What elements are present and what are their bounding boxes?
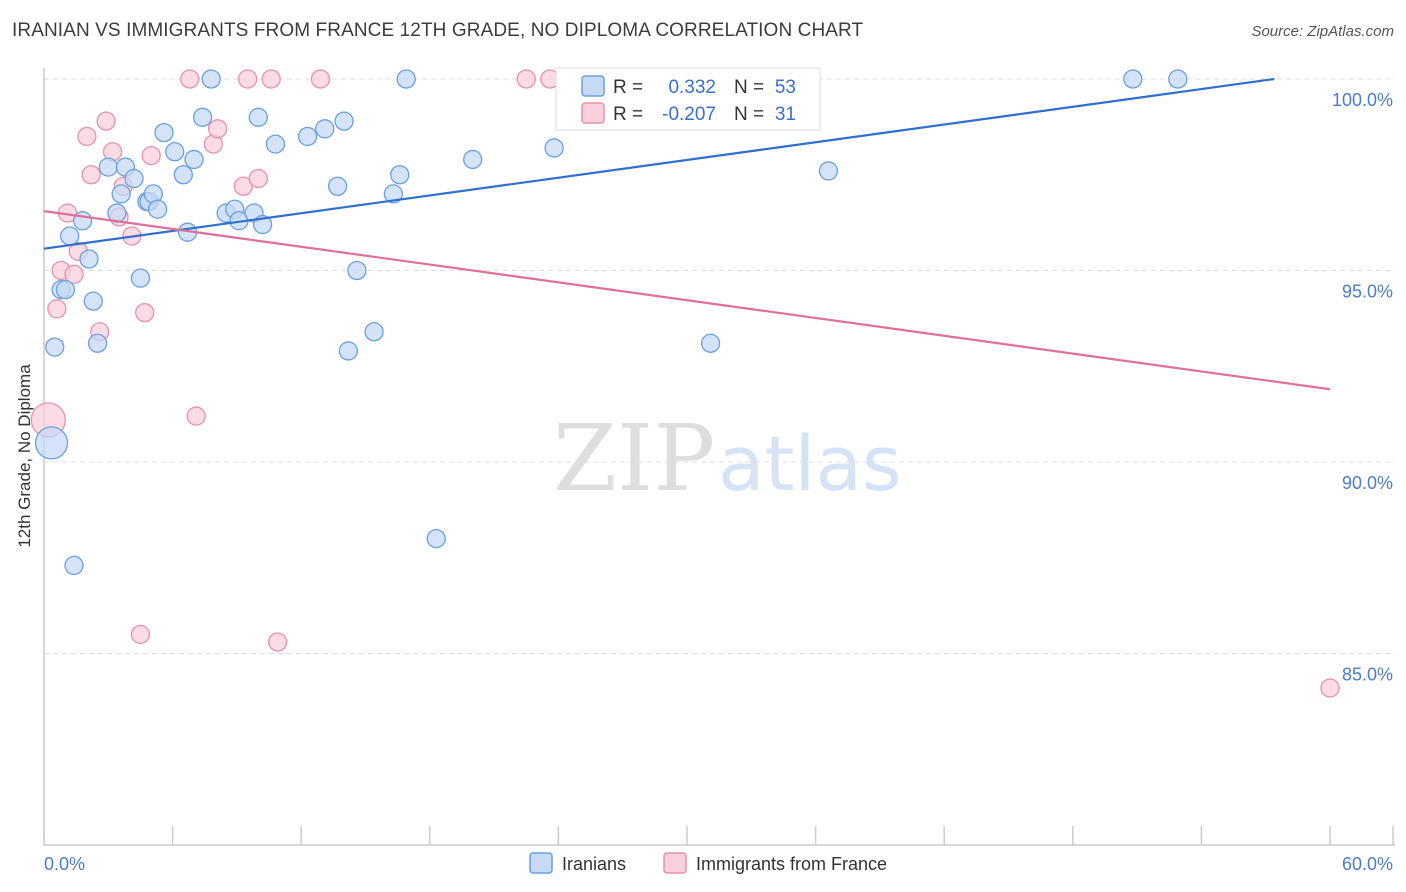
france-point-22 <box>237 69 258 89</box>
iranians-point-14 <box>124 168 144 189</box>
x-tick-label-min: 0.0% <box>44 854 85 874</box>
iranians-point-40 <box>364 322 384 342</box>
iranians-point-4 <box>60 226 80 246</box>
france-point-24 <box>261 69 281 89</box>
legend-swatch-blue <box>581 75 605 97</box>
bottom-legend-label-iranians: Iranians <box>562 854 626 874</box>
bottom-legend: Iranians Immigrants from France <box>529 852 887 874</box>
iranians-point-12 <box>111 184 131 204</box>
iranians-point-20 <box>154 122 174 143</box>
france-point-30 <box>1320 678 1340 698</box>
x-tick-labels: 0.0% 60.0% <box>44 854 1393 874</box>
iranians-point-15 <box>130 268 151 288</box>
france-point-1 <box>47 299 67 319</box>
iranians-point-42 <box>390 165 410 185</box>
iranians-point-6 <box>72 211 93 231</box>
france-point-23 <box>248 168 268 189</box>
iranians-trend-line <box>43 77 1275 250</box>
iranians-point-0 <box>34 426 69 460</box>
legend-r-value-1: 0.332 <box>668 77 716 98</box>
france-point-4 <box>64 264 84 284</box>
y-tick-label-2: 90.0% <box>1342 473 1393 493</box>
y-tick-label-0: 100.0% <box>1332 90 1393 110</box>
iranians-point-51 <box>1168 69 1188 89</box>
iranians-point-19 <box>147 199 168 219</box>
grid-layer <box>44 78 1395 654</box>
legend-n-label-1: N = <box>734 77 764 98</box>
iranians-point-34 <box>297 126 318 147</box>
france-point-14 <box>130 624 151 644</box>
legend-swatch-pink <box>581 102 605 124</box>
france-point-25 <box>267 632 288 652</box>
bottom-legend-swatch-pink <box>663 852 687 874</box>
iranians-point-7 <box>79 249 99 269</box>
iranians-point-38 <box>338 341 359 361</box>
iranians-point-9 <box>87 333 108 353</box>
bottom-legend-label-france: Immigrants from France <box>696 854 887 874</box>
france-point-26 <box>310 69 331 89</box>
iranians-point-50 <box>1123 69 1143 89</box>
iranians-point-45 <box>463 149 483 170</box>
iranians-point-1 <box>45 337 65 357</box>
legend-n-label-2: N = <box>734 104 764 125</box>
iranians-point-44 <box>426 528 446 549</box>
legend-n-value-2: 31 <box>775 104 796 125</box>
iranians-point-31 <box>248 107 268 127</box>
france-point-27 <box>516 69 536 89</box>
france-point-17 <box>180 69 200 89</box>
legend-r-value-2: -0.207 <box>662 104 716 125</box>
y-tick-label-3: 85.0% <box>1342 665 1393 685</box>
france-point-20 <box>207 119 228 139</box>
legend-box: R = 0.332 N = 53 R = -0.207 N = 31 <box>555 67 821 131</box>
trend-lines <box>43 77 1331 391</box>
iranians-point-46 <box>544 138 564 158</box>
source-credit: Source: ZipAtlas.com <box>1251 23 1394 40</box>
y-tick-label-1: 95.0% <box>1342 282 1393 302</box>
france-point-16 <box>141 145 161 166</box>
iranians-point-43 <box>396 69 416 89</box>
watermark: ZIP atlas <box>553 405 902 512</box>
iranians-point-47 <box>700 333 721 353</box>
france-point-9 <box>96 111 116 131</box>
chart-title: IRANIAN VS IMMIGRANTS FROM FRANCE 12TH G… <box>12 20 864 41</box>
watermark-atlas: atlas <box>718 419 902 508</box>
iranians-point-36 <box>327 176 348 196</box>
france-trend-line <box>43 210 1331 391</box>
legend-r-label-2: R = <box>613 104 643 125</box>
y-tick-labels: 100.0% 95.0% 90.0% 85.0% <box>1332 90 1393 685</box>
iranians-point-41 <box>383 184 404 204</box>
iranians-point-33 <box>265 134 286 154</box>
x-tick-label-max: 60.0% <box>1342 854 1393 874</box>
iranians-point-39 <box>347 260 367 281</box>
iranians-point-24 <box>184 149 204 170</box>
france-point-7 <box>81 165 101 185</box>
france-point-15 <box>135 302 155 323</box>
legend-r-label-1: R = <box>613 77 643 98</box>
iranians-point-25 <box>192 107 213 127</box>
france-point-21 <box>233 176 253 196</box>
iranians-point-26 <box>201 69 221 89</box>
iranians-point-37 <box>334 111 354 131</box>
iranians-point-5 <box>64 555 84 576</box>
france-point-6 <box>77 126 97 147</box>
legend-n-value-1: 53 <box>775 77 796 98</box>
iranians-point-35 <box>315 119 335 139</box>
france-point-18 <box>186 406 206 426</box>
iranians-point-10 <box>98 157 118 177</box>
watermark-zip: ZIP <box>553 405 715 512</box>
bottom-legend-swatch-blue <box>529 852 553 874</box>
iranians-point-3 <box>55 279 76 300</box>
iranians-point-22 <box>173 165 193 185</box>
iranians-point-21 <box>165 142 185 162</box>
iranians-point-49 <box>818 161 839 181</box>
series-immigrants-from-france <box>30 69 1340 698</box>
y-axis-label: 12th Grade, No Diploma <box>15 364 34 548</box>
iranians-point-8 <box>83 291 103 311</box>
